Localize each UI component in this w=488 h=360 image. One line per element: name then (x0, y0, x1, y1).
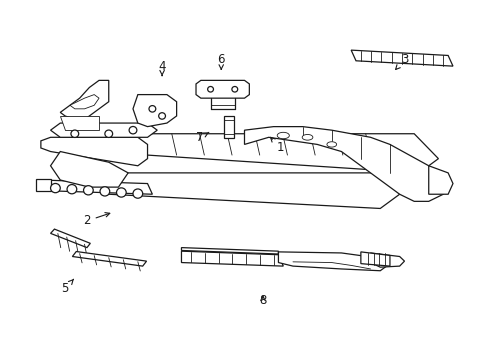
Ellipse shape (116, 188, 126, 197)
Ellipse shape (277, 132, 289, 139)
Polygon shape (181, 248, 278, 254)
Ellipse shape (149, 105, 156, 112)
Polygon shape (50, 123, 157, 137)
Polygon shape (89, 173, 399, 208)
Text: 6: 6 (217, 53, 224, 69)
Polygon shape (50, 229, 90, 248)
Polygon shape (36, 179, 50, 192)
Ellipse shape (133, 189, 142, 198)
Ellipse shape (67, 185, 77, 194)
Polygon shape (123, 134, 438, 173)
Text: 3: 3 (395, 53, 407, 69)
Polygon shape (360, 252, 389, 266)
Text: 7: 7 (196, 131, 208, 144)
Text: 2: 2 (83, 213, 109, 228)
Ellipse shape (159, 113, 165, 119)
Polygon shape (244, 127, 443, 201)
Polygon shape (70, 95, 99, 109)
Ellipse shape (129, 126, 137, 134)
Ellipse shape (302, 134, 312, 140)
Polygon shape (181, 251, 283, 266)
Polygon shape (133, 95, 176, 127)
Polygon shape (41, 137, 147, 166)
Polygon shape (224, 116, 233, 138)
Text: 4: 4 (158, 60, 165, 76)
Ellipse shape (100, 187, 109, 196)
Ellipse shape (71, 130, 79, 138)
Polygon shape (60, 116, 99, 130)
Polygon shape (41, 180, 152, 194)
Ellipse shape (207, 86, 213, 92)
Polygon shape (278, 252, 389, 271)
Ellipse shape (50, 184, 60, 193)
Polygon shape (350, 50, 452, 66)
Polygon shape (370, 253, 404, 267)
Text: 5: 5 (61, 279, 73, 295)
Ellipse shape (326, 142, 336, 147)
Polygon shape (196, 80, 249, 98)
Ellipse shape (231, 86, 237, 92)
Polygon shape (428, 166, 452, 194)
Ellipse shape (83, 186, 93, 195)
Text: 1: 1 (270, 138, 284, 154)
Text: 8: 8 (259, 294, 266, 307)
Polygon shape (60, 80, 108, 120)
Polygon shape (50, 152, 128, 187)
Ellipse shape (104, 130, 112, 138)
Polygon shape (72, 252, 146, 266)
